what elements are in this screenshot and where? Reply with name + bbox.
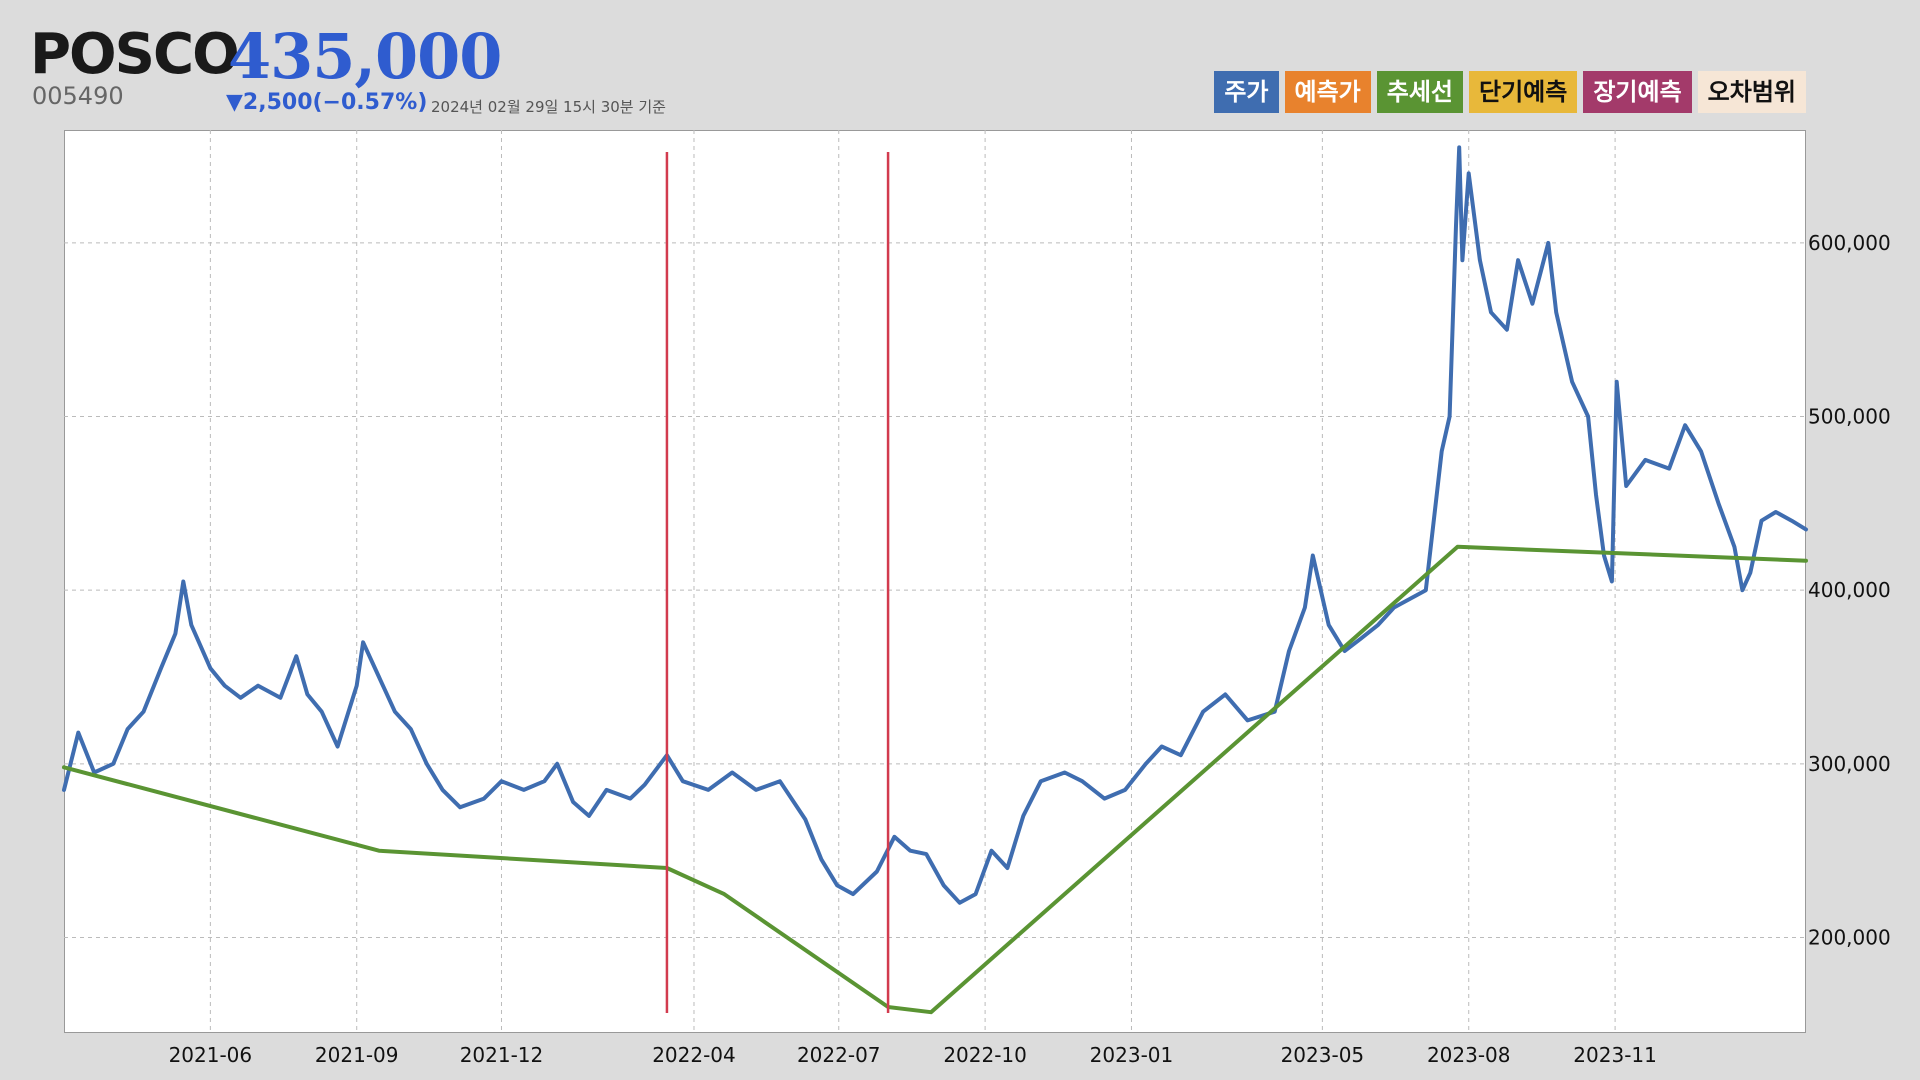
x-tick-label: 2023-05: [1281, 1043, 1365, 1067]
legend-item-forecast[interactable]: 예측가: [1284, 71, 1371, 113]
y-tick-label: 200,000: [1808, 925, 1891, 949]
x-tick-label: 2022-10: [943, 1043, 1027, 1067]
price-timestamp: 2024년 02월 29일 15시 30분 기준: [431, 98, 666, 116]
x-tick-label: 2022-04: [652, 1043, 736, 1067]
y-tick-label: 400,000: [1808, 578, 1891, 602]
chart-legend: 주가 예측가 추세선 단기예측 장기예측 오차범위: [1214, 71, 1806, 113]
legend-item-trendline[interactable]: 추세선: [1376, 71, 1464, 113]
legend-item-error-range[interactable]: 오차범위: [1697, 71, 1806, 113]
stock-code: 005490: [32, 82, 124, 110]
legend-item-price[interactable]: 주가: [1214, 71, 1279, 113]
price-series-line: [62, 145, 1808, 905]
trend-series-line: [62, 544, 1808, 1015]
x-tick-label: 2023-11: [1573, 1043, 1657, 1067]
x-tick-label: 2022-07: [797, 1043, 881, 1067]
x-tick-label: 2021-06: [169, 1043, 253, 1067]
stock-name: POSCO: [30, 22, 240, 87]
legend-item-short-term[interactable]: 단기예측: [1469, 71, 1578, 113]
x-tick-label: 2021-09: [315, 1043, 399, 1067]
x-tick-label: 2021-12: [460, 1043, 544, 1067]
stock-price: 435,000: [228, 20, 502, 93]
x-tick-label: 2023-08: [1427, 1043, 1511, 1067]
legend-item-long-term[interactable]: 장기예측: [1583, 71, 1692, 113]
y-tick-label: 500,000: [1808, 405, 1891, 429]
y-tick-label: 300,000: [1808, 752, 1891, 776]
y-tick-label: 600,000: [1808, 231, 1891, 255]
price-change: ▼2,500(−0.57%): [226, 90, 428, 115]
x-tick-label: 2023-01: [1090, 1043, 1174, 1067]
